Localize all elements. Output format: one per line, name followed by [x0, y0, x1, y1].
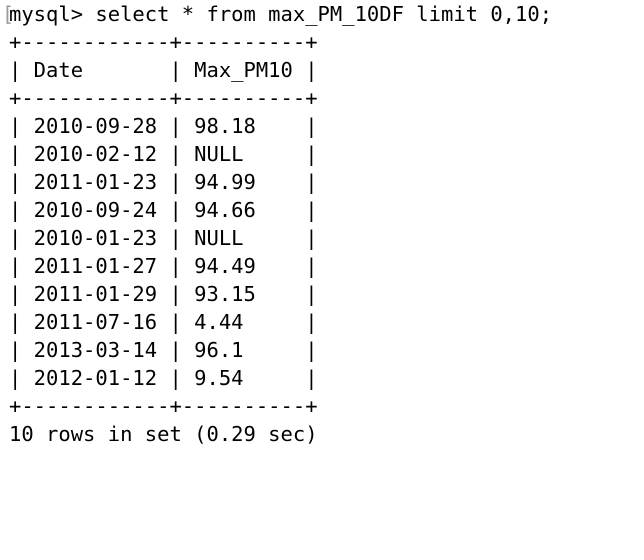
sql-command-line: mysql> select * from max_PM_10DF limit 0…	[9, 2, 553, 26]
table-row: | 2011-07-16 | 4.44 |	[9, 310, 318, 334]
table-row: | 2010-09-24 | 94.66 |	[9, 198, 318, 222]
table-row: | 2010-02-12 | NULL |	[9, 142, 318, 166]
table-row: | 2010-01-23 | NULL |	[9, 226, 318, 250]
prompt-mark-bracket: [	[2, 2, 15, 26]
table-row: | 2010-09-28 | 98.18 |	[9, 114, 318, 138]
table-header-row: | Date | Max_PM10 |	[9, 58, 318, 82]
table-row: | 2013-03-14 | 96.1 |	[9, 338, 318, 362]
result-status-line: 10 rows in set (0.29 sec)	[9, 422, 318, 446]
table-row: | 2011-01-29 | 93.15 |	[9, 282, 318, 306]
table-row: | 2011-01-27 | 94.49 |	[9, 254, 318, 278]
table-row: | 2011-01-23 | 94.99 |	[9, 170, 318, 194]
terminal-window[interactable]: [ mysql> select * from max_PM_10DF limit…	[0, 0, 644, 456]
table-border-top: +------------+----------+	[9, 30, 318, 54]
table-border-header: +------------+----------+	[9, 86, 318, 110]
table-border-bottom: +------------+----------+	[9, 394, 318, 418]
table-row: | 2012-01-12 | 9.54 |	[9, 366, 318, 390]
